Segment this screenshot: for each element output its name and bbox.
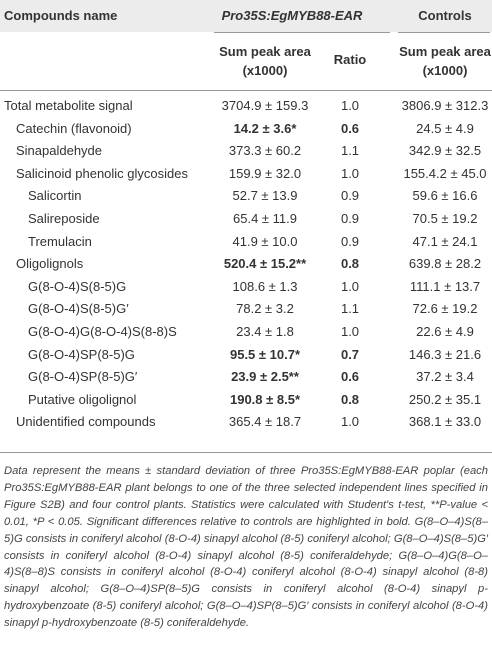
cell-name: Catechin (flavonoid) (16, 120, 132, 136)
cell-value: 342.9 ± 32.5 (408, 143, 482, 159)
subheader: Sum peak area (x1000) (399, 44, 491, 78)
cell-value: 1.0 (340, 165, 360, 181)
subheader: Ratio (333, 52, 367, 67)
cell-value: 373.3 ± 60.2 (228, 143, 302, 159)
subheader: Sum peak area (x1000) (219, 44, 311, 78)
cell-value: 0.9 (340, 211, 360, 226)
cell-name: Salireposide (28, 211, 100, 226)
cell-value: 37.2 ± 3.4 (416, 369, 474, 385)
cell-value: 3806.9 ± 312.3 (401, 98, 489, 113)
header-group: Pro35S:EgMYB88-EAR (221, 8, 363, 23)
cell-value: 23.4 ± 1.8 (236, 324, 294, 339)
cell-value: 111.1 ± 13.7 (409, 278, 481, 294)
cell-value: 47.1 ± 24.1 (412, 233, 478, 249)
cell-name: Putative oligolignol (28, 391, 137, 407)
cell-name: Oligolignols (16, 256, 84, 272)
cell-value: 250.2 ± 35.1 (408, 391, 482, 407)
cell-value: 108.6 ± 1.3 (232, 278, 298, 294)
cell-name: G(8-O-4)S(8-5)G (28, 278, 127, 294)
cell-name: G(8-O-4)S(8-5)G′ (28, 301, 129, 317)
cell-value: 368.1 ± 33.0 (408, 414, 482, 430)
cell-value: 1.0 (340, 414, 360, 430)
cell-value: 1.1 (340, 143, 360, 159)
cell-name: Unidentified compounds (16, 414, 156, 430)
cell-value: 24.5 ± 4.9 (416, 120, 474, 136)
cell-value: 23.9 ± 2.5** (231, 369, 299, 385)
cell-value: 1.0 (340, 324, 360, 339)
cell-value: 14.2 ± 3.6* (233, 120, 297, 136)
cell-value: 0.9 (340, 233, 360, 249)
cell-value: 0.8 (340, 391, 360, 407)
rule (398, 32, 490, 33)
cell-value: 3704.9 ± 159.3 (221, 98, 309, 113)
cell-value: 1.0 (340, 98, 360, 113)
header-name: Compounds name (4, 8, 118, 23)
cell-name: Sinapaldehyde (16, 143, 103, 159)
cell-value: 190.8 ± 8.5* (229, 391, 301, 407)
cell-value: 365.4 ± 18.7 (228, 414, 302, 430)
cell-value: 59.6 ± 16.6 (412, 188, 478, 204)
cell-value: 639.8 ± 28.2 (408, 256, 482, 272)
cell-name: G(8-O-4)SP(8-5)G′ (28, 369, 138, 385)
cell-value: 0.9 (340, 188, 360, 204)
cell-value: 72.6 ± 19.2 (412, 301, 478, 317)
rule (0, 452, 492, 453)
cell-value: 70.5 ± 19.2 (412, 211, 478, 226)
cell-value: 155.4.2 ± 45.0 (403, 165, 487, 181)
cell-value: 159.9 ± 32.0 (228, 165, 302, 181)
cell-name: Salicinoid phenolic glycosides (16, 165, 188, 181)
cell-value: 1.1 (340, 301, 360, 317)
cell-value: 0.6 (340, 120, 360, 136)
cell-value: 0.7 (340, 346, 360, 362)
cell-value: 0.6 (340, 369, 360, 385)
cell-value: 52.7 ± 13.9 (232, 188, 298, 204)
cell-value: 146.3 ± 21.6 (408, 346, 482, 362)
rule (214, 32, 390, 33)
cell-value: 0.8 (340, 256, 360, 272)
cell-name: G(8-O-4)SP(8-5)G (28, 346, 135, 362)
cell-value: 520.4 ± 15.2** (223, 256, 307, 272)
cell-value: 78.2 ± 3.2 (236, 301, 294, 317)
cell-value: 1.0 (340, 278, 360, 294)
cell-name: Salicortin (28, 188, 82, 204)
header-band (0, 0, 492, 32)
cell-value: 22.6 ± 4.9 (416, 324, 474, 339)
cell-value: 65.4 ± 11.9 (233, 211, 297, 226)
rule (0, 90, 492, 91)
header-control: Controls (418, 8, 472, 23)
cell-name: Tremulacin (28, 233, 92, 249)
cell-value: 41.9 ± 10.0 (232, 233, 298, 249)
cell-name: G(8-O-4)G(8-O-4)S(8-8)S (28, 324, 177, 339)
cell-value: 95.5 ± 10.7* (229, 346, 301, 362)
cell-name: Total metabolite signal (4, 98, 133, 113)
footnote: Data represent the means ± standard devi… (4, 465, 488, 630)
